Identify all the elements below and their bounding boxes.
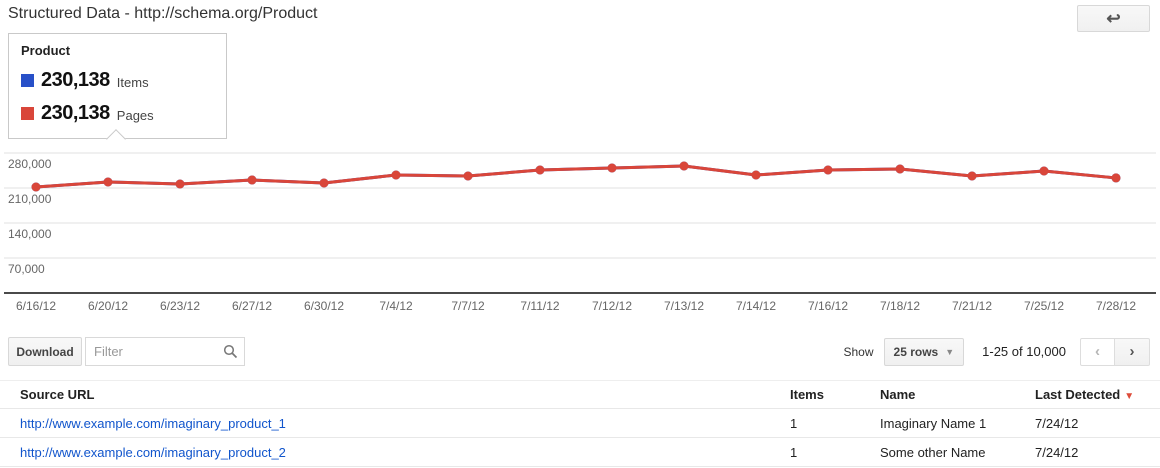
filter-field-wrap xyxy=(85,337,245,366)
show-label: Show xyxy=(843,344,874,359)
last-detected-cell: 7/24/12 xyxy=(1035,444,1079,460)
last-detected-cell: 7/24/12 xyxy=(1035,415,1079,431)
chart-legend-tooltip: Product 230,138 Items 230,138 Pages xyxy=(8,33,227,149)
back-arrow-icon: ↩ xyxy=(1106,9,1121,28)
x-axis-tick-label: 6/27/12 xyxy=(232,299,272,313)
table-row: http://www.example.com/imaginary_product… xyxy=(0,409,1160,438)
table-row: http://www.example.com/imaginary_product… xyxy=(0,438,1160,467)
data-point-pages[interactable] xyxy=(1039,166,1049,176)
source-url-link[interactable]: http://www.example.com/imaginary_product… xyxy=(20,444,286,460)
y-axis-tick-label: 280,000 xyxy=(8,157,52,171)
filter-input[interactable] xyxy=(85,337,245,366)
data-point-pages[interactable] xyxy=(463,171,473,181)
series-line-pages xyxy=(35,164,1117,189)
data-point-pages[interactable] xyxy=(895,164,905,174)
column-header-items[interactable]: Items xyxy=(790,387,824,402)
column-header-name[interactable]: Name xyxy=(880,387,916,402)
items-cell: 1 xyxy=(790,444,798,460)
search-icon xyxy=(223,344,238,359)
source-url-cell: http://www.example.com/imaginary_product… xyxy=(20,445,790,460)
x-axis-tick-label: 7/7/12 xyxy=(451,299,485,313)
data-point-pages[interactable] xyxy=(247,175,257,185)
rows-per-page-dropdown[interactable]: 25 rows ▼ xyxy=(883,337,965,366)
legend-title: Product xyxy=(21,43,71,58)
data-point-pages[interactable] xyxy=(535,165,545,175)
column-header-last-detected-label: Last Detected xyxy=(1035,387,1121,402)
rows-per-page-value: 25 rows xyxy=(893,344,939,359)
x-axis-tick-label: 7/14/12 xyxy=(736,299,776,313)
pager: ‹ › xyxy=(1080,337,1150,366)
row-range-text: 1-25 of 10,000 xyxy=(982,344,1066,359)
x-axis-tick-label: 7/12/12 xyxy=(592,299,632,313)
data-point-pages[interactable] xyxy=(823,165,833,175)
source-url-cell: http://www.example.com/imaginary_product… xyxy=(20,416,790,431)
items-count: 230,138 xyxy=(41,69,110,91)
next-page-button[interactable]: › xyxy=(1115,337,1150,366)
name-cell: Imaginary Name 1 xyxy=(880,415,987,431)
column-header-source-url[interactable]: Source URL xyxy=(20,387,95,402)
pagination-controls: Show 25 rows ▼ 1-25 of 10,000 ‹ › xyxy=(843,337,1150,366)
pages-swatch-icon xyxy=(21,107,34,120)
page-title: Structured Data - http://schema.org/Prod… xyxy=(8,5,318,22)
x-axis-tick-label: 7/28/12 xyxy=(1096,299,1136,313)
x-axis-tick-label: 7/4/12 xyxy=(379,299,413,313)
pages-label: Pages xyxy=(116,108,154,123)
source-url-link[interactable]: http://www.example.com/imaginary_product… xyxy=(20,415,286,431)
x-axis-tick-label: 7/11/12 xyxy=(520,299,559,313)
y-axis-tick-label: 140,000 xyxy=(8,227,52,241)
x-axis-tick-label: 6/16/12 xyxy=(16,299,56,313)
items-label: Items xyxy=(116,75,149,90)
data-point-pages[interactable] xyxy=(679,161,689,171)
x-axis-tick-label: 7/25/12 xyxy=(1024,299,1064,313)
data-point-pages[interactable] xyxy=(1111,173,1121,183)
legend-row-pages: 230,138 Pages xyxy=(21,102,214,125)
y-axis-tick-label: 210,000 xyxy=(8,192,52,206)
data-point-pages[interactable] xyxy=(319,178,329,188)
chevron-down-icon: ▼ xyxy=(945,346,955,357)
legend-row-items: 230,138 Items xyxy=(21,69,214,92)
data-point-pages[interactable] xyxy=(751,170,761,180)
data-point-pages[interactable] xyxy=(391,170,401,180)
previous-page-button[interactable]: ‹ xyxy=(1080,337,1115,366)
x-axis-tick-label: 6/30/12 xyxy=(304,299,344,313)
sort-descending-icon: ▼ xyxy=(1124,391,1135,402)
data-point-pages[interactable] xyxy=(607,163,617,173)
x-axis-tick-label: 7/16/12 xyxy=(808,299,848,313)
back-button[interactable]: ↩ xyxy=(1077,5,1150,32)
y-axis-tick-label: 70,000 xyxy=(8,262,45,276)
timeseries-chart[interactable]: 70,000 140,000 210,000 280,000 6/16/12 6/20/1… xyxy=(0,145,1160,323)
x-axis-tick-label: 7/21/12 xyxy=(952,299,992,313)
structured-data-table: Source URL Items Name Last Detected ▼ htt… xyxy=(0,380,1160,467)
data-point-pages[interactable] xyxy=(967,171,977,181)
download-button[interactable]: Download xyxy=(8,337,82,366)
table-toolbar: Download Show 25 rows ▼ 1-25 of 10,000 ‹… xyxy=(0,337,1160,366)
data-point-pages[interactable] xyxy=(31,182,41,192)
table-header-row: Source URL Items Name Last Detected ▼ xyxy=(0,380,1160,409)
data-point-pages[interactable] xyxy=(175,179,185,189)
x-axis-tick-label: 6/20/12 xyxy=(88,299,128,313)
x-axis-tick-label: 7/18/12 xyxy=(880,299,920,313)
x-axis-tick-label: 6/23/12 xyxy=(160,299,200,313)
x-axis-tick-label: 7/13/12 xyxy=(664,299,704,313)
table-body: http://www.example.com/imaginary_product… xyxy=(0,409,1160,467)
column-header-last-detected[interactable]: Last Detected ▼ xyxy=(1035,387,1160,402)
pages-count: 230,138 xyxy=(41,102,110,124)
items-cell: 1 xyxy=(790,415,798,431)
data-point-pages[interactable] xyxy=(103,177,113,187)
items-swatch-icon xyxy=(21,74,34,87)
name-cell: Some other Name xyxy=(880,444,986,460)
